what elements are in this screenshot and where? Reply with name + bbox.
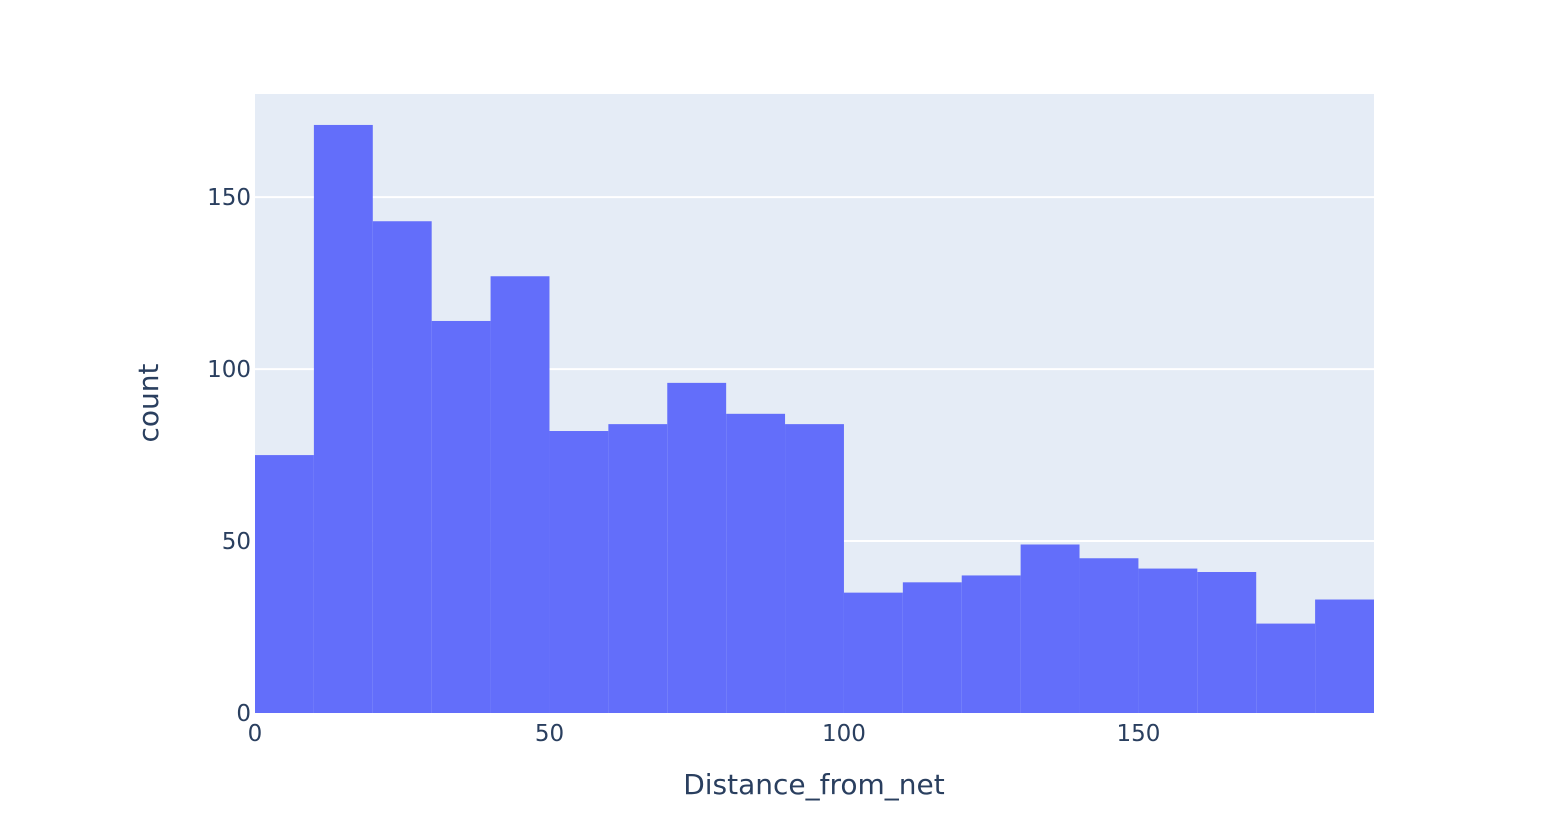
histogram-bar: [255, 455, 314, 713]
x-tick-label: 100: [822, 721, 866, 747]
histogram-bar: [1020, 544, 1080, 713]
histogram-bar: [490, 276, 550, 713]
x-tick-label: 150: [1116, 721, 1160, 747]
x-axis-title: Distance_from_net: [683, 768, 945, 801]
histogram-bar: [1256, 623, 1316, 713]
y-axis-ticks: 0 50 100 150: [207, 185, 251, 727]
histogram-bar: [608, 424, 668, 713]
histogram-bar: [549, 431, 609, 713]
x-axis-ticks: 0 50 100 150: [248, 721, 1161, 747]
histogram-bar: [961, 575, 1021, 713]
y-tick-label: 100: [207, 357, 251, 383]
histogram-bar: [667, 382, 727, 713]
y-tick-label: 0: [236, 701, 251, 727]
x-tick-label: 50: [535, 721, 564, 747]
histogram-bar: [1197, 572, 1257, 713]
histogram-bar: [1138, 568, 1198, 713]
histogram-bar: [1315, 599, 1374, 713]
histogram-bar: [726, 413, 786, 713]
histogram-bar: [431, 320, 491, 713]
histogram-bar: [372, 221, 432, 713]
y-axis-title: count: [132, 363, 165, 442]
histogram-bar: [843, 592, 903, 713]
histogram-bar: [902, 582, 962, 713]
histogram-bar: [1079, 558, 1139, 713]
x-tick-label: 0: [248, 721, 263, 747]
histogram-bars: [255, 124, 1374, 713]
y-tick-label: 150: [207, 185, 251, 211]
y-tick-label: 50: [222, 529, 251, 555]
histogram-bar: [313, 124, 373, 713]
histogram-bar: [785, 424, 844, 713]
